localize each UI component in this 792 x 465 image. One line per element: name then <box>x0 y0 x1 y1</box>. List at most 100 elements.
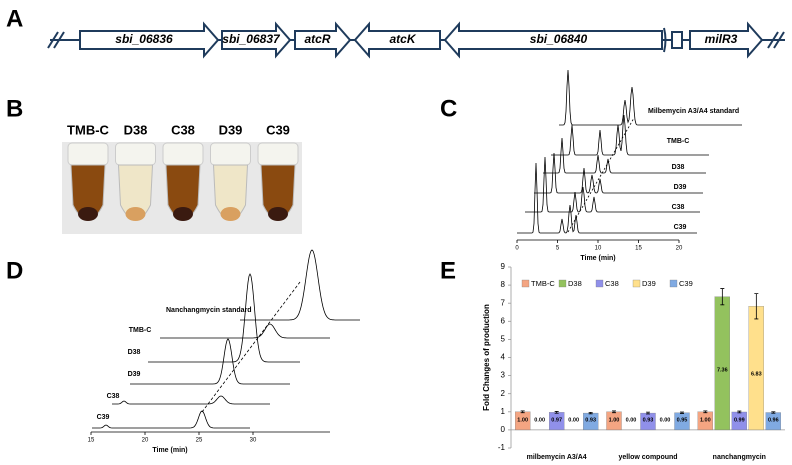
y-tick-label: 8 <box>501 280 506 289</box>
x-tick-label: 20 <box>142 438 149 444</box>
x-tick-label: 10 <box>595 246 602 252</box>
sample-label: C39 <box>266 122 290 137</box>
x-tick-label: milbemycin A3/A4 <box>527 454 587 461</box>
x-axis-label: Time (min) <box>580 255 615 262</box>
legend-label: TMB-C <box>531 279 555 288</box>
pellet <box>173 207 193 221</box>
error-bar <box>754 293 759 320</box>
chromatogram <box>551 114 709 156</box>
legend-label: D39 <box>642 279 656 288</box>
sample-label: TMB-C <box>67 122 109 137</box>
legend-swatch <box>669 279 678 288</box>
chromatogram <box>160 323 330 339</box>
x-tick-label: 15 <box>635 246 642 252</box>
legend-swatch <box>558 279 567 288</box>
value-label: 1.00 <box>700 417 711 423</box>
pellet <box>125 207 146 221</box>
error-bar <box>588 411 593 415</box>
gene-label: sbi_06840 <box>530 32 588 46</box>
error-bar <box>646 411 650 415</box>
error-bar <box>554 411 559 414</box>
guide-line <box>567 117 635 233</box>
trace-label: Nanchangmycin standard <box>166 307 252 314</box>
gene-arrow <box>294 21 352 59</box>
x-tick-label: 25 <box>196 438 203 444</box>
x-tick-label: 5 <box>556 246 560 252</box>
y-tick-label: 3 <box>501 371 506 380</box>
gene-arrow <box>79 21 220 59</box>
y-tick-label: 0 <box>501 425 506 434</box>
sample-label: D39 <box>219 122 243 137</box>
pellet <box>78 207 98 221</box>
trace-label: C38 <box>672 204 685 211</box>
trace-label: TMB-C <box>129 327 152 334</box>
value-label: 0.97 <box>551 417 562 423</box>
trace-label: D39 <box>128 371 141 378</box>
break-mark <box>47 31 785 49</box>
x-tick-label: 30 <box>250 438 257 444</box>
pellet <box>268 207 288 221</box>
x-tick-label: yellow compound <box>618 454 677 461</box>
legend-label: C39 <box>679 279 693 288</box>
tube-cap <box>67 142 109 166</box>
tube-cap <box>257 142 299 166</box>
error-bar <box>720 288 725 306</box>
bar <box>714 296 730 431</box>
chromatogram <box>240 249 360 321</box>
value-label: 7.36 <box>717 367 728 373</box>
x-tick-label: 0 <box>515 246 519 252</box>
value-label: 0.95 <box>677 417 688 423</box>
x-tick-label: nanchangmycin <box>713 454 766 461</box>
break-mark <box>663 27 667 53</box>
chromatogram <box>112 395 270 405</box>
tube-cap <box>115 142 156 166</box>
chromatogram <box>543 137 706 174</box>
gene-label: atcR <box>304 32 330 46</box>
value-label: 1.00 <box>517 417 528 423</box>
value-label: 0.99 <box>734 417 745 423</box>
trace-label: D38 <box>672 164 685 171</box>
legend-label: D38 <box>568 279 582 288</box>
gene-label: atcK <box>389 32 416 46</box>
gene-arrow <box>221 21 292 59</box>
error-bar <box>612 410 616 414</box>
panel-label: C <box>440 95 457 122</box>
legend-swatch <box>521 279 530 288</box>
value-label: 0.00 <box>534 417 545 423</box>
value-label: 0.00 <box>660 417 671 423</box>
gene-box <box>671 31 683 49</box>
chromatogram <box>534 152 703 194</box>
panel-label: E <box>440 257 456 284</box>
error-bar <box>771 411 776 414</box>
value-label: 0.93 <box>643 417 654 423</box>
panel-label: D <box>6 257 23 284</box>
tube-cap <box>162 142 204 166</box>
trace-label: C39 <box>674 224 687 231</box>
tube-cap <box>210 142 251 166</box>
value-label: 0.93 <box>585 417 596 423</box>
value-label: 6.83 <box>751 372 762 378</box>
bar <box>748 306 764 431</box>
trace-label: TMB-C <box>667 138 690 145</box>
error-bar <box>520 410 525 414</box>
chromatogram <box>148 273 300 363</box>
sample-label: D38 <box>124 122 148 137</box>
y-tick-label: 1 <box>501 407 506 416</box>
trace-label: D39 <box>674 184 687 191</box>
trace-label: C38 <box>107 393 120 400</box>
value-label: 0.96 <box>768 417 779 423</box>
gene-arrow <box>443 21 663 59</box>
x-tick-label: 15 <box>88 438 95 444</box>
legend-swatch <box>632 279 641 288</box>
pellet <box>220 207 241 221</box>
legend-swatch <box>595 279 604 288</box>
guide-line <box>201 281 301 413</box>
value-label: 0.00 <box>568 417 579 423</box>
y-tick-label: 9 <box>501 262 506 271</box>
y-tick-label: 7 <box>501 298 506 307</box>
y-tick-label: -1 <box>498 443 506 452</box>
chromatogram <box>517 162 697 234</box>
panel-label: B <box>6 95 23 122</box>
chromatogram <box>130 338 290 385</box>
